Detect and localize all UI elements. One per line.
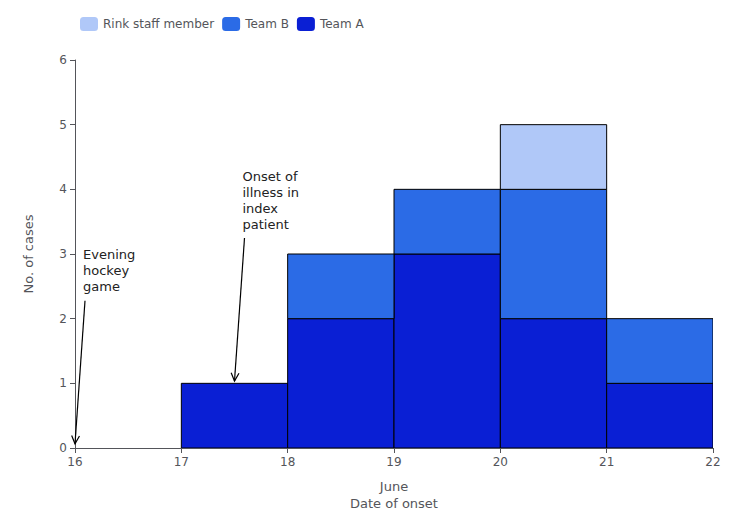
svg-text:17: 17: [174, 455, 189, 469]
svg-text:Evening: Evening: [83, 247, 135, 262]
svg-text:Rink staff member: Rink staff member: [103, 17, 214, 31]
svg-text:game: game: [83, 279, 120, 294]
svg-text:Team B: Team B: [244, 17, 289, 31]
svg-text:19: 19: [386, 455, 401, 469]
svg-text:21: 21: [599, 455, 614, 469]
svg-text:Date of onset: Date of onset: [350, 496, 438, 511]
svg-text:Team A: Team A: [319, 17, 365, 31]
svg-text:patient: patient: [243, 217, 289, 232]
svg-text:Onset of: Onset of: [243, 169, 298, 184]
svg-text:6: 6: [59, 53, 67, 67]
svg-text:0: 0: [59, 441, 67, 455]
svg-text:2: 2: [59, 312, 67, 326]
svg-text:3: 3: [59, 247, 67, 261]
svg-text:No. of cases: No. of cases: [21, 214, 36, 293]
svg-text:illness in: illness in: [243, 185, 300, 200]
svg-text:16: 16: [67, 455, 82, 469]
svg-text:hockey: hockey: [83, 263, 129, 278]
svg-text:20: 20: [493, 455, 508, 469]
svg-text:5: 5: [59, 118, 67, 132]
svg-text:index: index: [243, 201, 279, 216]
svg-text:18: 18: [280, 455, 295, 469]
svg-text:1: 1: [59, 376, 67, 390]
svg-text:June: June: [379, 479, 408, 494]
svg-text:22: 22: [705, 455, 720, 469]
svg-text:4: 4: [59, 182, 67, 196]
